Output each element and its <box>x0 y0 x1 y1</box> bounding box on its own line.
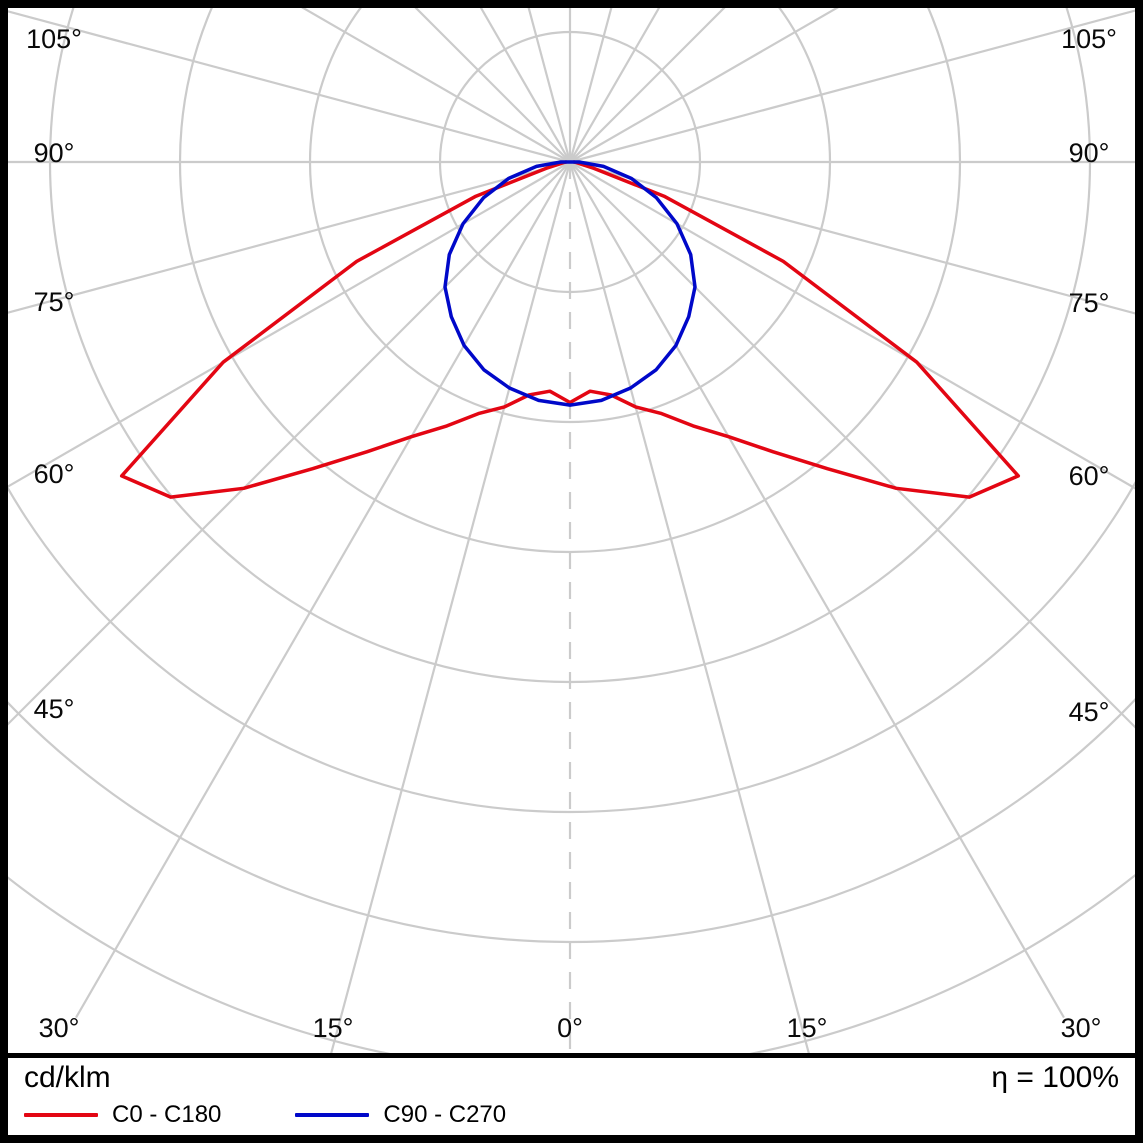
angle-label-75deg: 75° <box>34 287 75 317</box>
footer: cd/klm η = 100% C0 - C180 C90 - C270 <box>8 1053 1135 1135</box>
grid-spoke-225deg <box>414 8 571 163</box>
grid-spoke-30deg <box>569 161 1065 1019</box>
grid-spoke-255deg <box>8 10 571 164</box>
grid-spoke-330deg <box>75 161 571 1019</box>
polar-plot-area: 0° 15° 15° 30° 30° 45° 45° 60° 60° 75° 75° 90° 90° 10… <box>8 8 1135 1053</box>
angle-label-90deg: 90° <box>34 138 75 168</box>
grid-spoke-105deg <box>569 9 1135 164</box>
angle-label-30deg: 30° <box>39 1013 80 1043</box>
grid-spoke-345deg <box>330 161 572 1053</box>
polar-plot-svg: 0° 15° 15° 30° 30° 45° 45° 60° 60° 75° 75° 90° 90° 10… <box>8 8 1135 1053</box>
curve-c90-c270 <box>443 160 697 407</box>
legend-label-c0-c180: C0 - C180 <box>112 1101 222 1128</box>
grid-spoke-135deg <box>569 8 726 163</box>
grid-spoke-120deg <box>569 8 839 163</box>
angle-label-105deg: 105° <box>26 24 82 54</box>
angle-label-90deg: 90° <box>1069 138 1110 168</box>
angle-label-30deg: 30° <box>1061 1013 1102 1043</box>
grid-spoke-75deg <box>569 160 1135 315</box>
legend-swatch-c0-c180 <box>24 1113 98 1117</box>
legend-swatch-c90-c270 <box>295 1113 370 1117</box>
grid-spoke-15deg <box>568 161 810 1053</box>
angle-label-105deg: 105° <box>1061 24 1117 54</box>
angle-label-60deg: 60° <box>1069 461 1110 491</box>
legend-label-c90-c270: C90 - C270 <box>383 1101 507 1128</box>
angle-label-60deg: 60° <box>34 459 75 489</box>
efficiency-label: η = 100% <box>991 1061 1119 1094</box>
grid-spoke-210deg <box>479 8 571 163</box>
angle-label-75deg: 75° <box>1069 288 1110 318</box>
legend: C0 - C180 C90 - C270 <box>24 1101 1119 1129</box>
angle-label-45deg: 45° <box>34 694 75 724</box>
curve-c0-c180 <box>119 160 1021 499</box>
grid-spoke-150deg <box>569 8 661 163</box>
angle-label-45deg: 45° <box>1069 697 1110 727</box>
angle-label-15deg: 15° <box>787 1013 828 1043</box>
angle-label-15deg: 15° <box>313 1013 354 1043</box>
grid-spoke-240deg <box>301 8 571 163</box>
angle-labels: 0° 15° 15° 30° 30° 45° 45° 60° 60° 75° 75° 90° 90° 10… <box>26 24 1117 1043</box>
grid-spoke-300deg <box>8 161 571 488</box>
polar-grid <box>8 8 1135 1053</box>
unit-label: cd/klm <box>24 1061 111 1094</box>
footer-top-row: cd/klm η = 100% <box>24 1061 1119 1095</box>
grid-spoke-45deg <box>569 161 1135 729</box>
grid-spoke-60deg <box>569 161 1135 490</box>
grid-spoke-315deg <box>8 161 571 726</box>
angle-label-0deg: 0° <box>557 1013 583 1043</box>
grid-spoke-285deg <box>8 160 571 314</box>
